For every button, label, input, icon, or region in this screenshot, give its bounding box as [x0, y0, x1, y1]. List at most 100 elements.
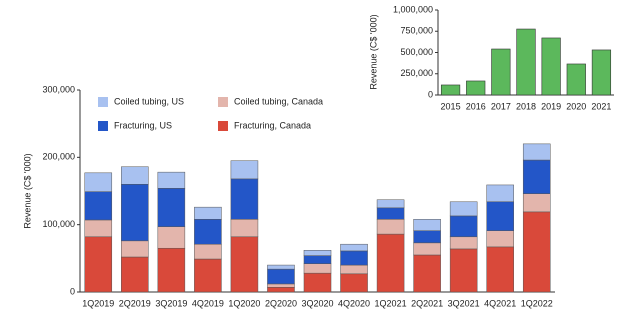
x-tick-label: 3Q2021 — [448, 298, 480, 308]
y-axis-label: Revenue (C$ '000) — [368, 14, 378, 89]
bar-segment — [340, 264, 368, 275]
bar-segment — [486, 201, 514, 231]
y-tick-label: 500,000 — [400, 47, 433, 57]
y-axis-label: Revenue (C$ '000) — [22, 153, 32, 228]
x-tick-label: 2Q2021 — [411, 298, 443, 308]
bar-segment — [449, 215, 478, 238]
legend-label: Fracturing, US — [114, 120, 172, 130]
legend-swatch — [218, 97, 228, 107]
bar — [591, 49, 612, 96]
bar-segment — [303, 263, 332, 274]
bar-segment — [230, 219, 259, 238]
bar-segment — [194, 243, 222, 260]
bar — [440, 84, 461, 96]
bar-segment — [376, 219, 405, 235]
bar-segment — [449, 236, 478, 250]
bar-segment — [376, 199, 405, 209]
bar-segment — [84, 219, 113, 238]
bar-segment — [121, 166, 149, 185]
bar-segment — [84, 236, 113, 293]
bar-segment — [303, 272, 332, 293]
x-tick-label: 1Q2021 — [375, 298, 407, 308]
bar-segment — [121, 256, 149, 293]
x-tick-label: 2015 — [441, 101, 461, 111]
x-tick-label: 2020 — [566, 101, 586, 111]
bar — [566, 63, 586, 96]
x-tick-label: 2Q2019 — [119, 298, 151, 308]
bar-segment — [522, 143, 551, 161]
bar-segment — [486, 184, 514, 203]
x-tick-label: 2016 — [466, 101, 486, 111]
x-tick-label: 1Q2022 — [521, 298, 553, 308]
bar-segment — [522, 159, 551, 194]
bar-segment — [376, 233, 405, 293]
bar-segment — [121, 240, 149, 258]
legend-label: Fracturing, Canada — [234, 120, 311, 130]
x-tick-label: 1Q2019 — [82, 298, 114, 308]
bar-segment — [230, 178, 259, 220]
bar-segment — [230, 236, 259, 293]
bar — [491, 48, 511, 96]
bar-segment — [303, 250, 332, 256]
bar-segment — [413, 242, 441, 256]
bar-segment — [413, 230, 441, 244]
bar-segment — [194, 206, 222, 220]
bar-segment — [84, 172, 113, 192]
legend-swatch — [218, 121, 228, 131]
bar-segment — [303, 255, 332, 264]
bar-segment — [413, 254, 441, 293]
bar-segment — [84, 191, 113, 221]
bar-segment — [194, 219, 222, 245]
bar-segment — [340, 273, 368, 293]
x-tick-label: 3Q2020 — [301, 298, 333, 308]
x-tick-label: 2021 — [591, 101, 611, 111]
x-tick-label: 3Q2019 — [155, 298, 187, 308]
y-tick-label: 0 — [428, 89, 433, 99]
bar-segment — [157, 247, 186, 293]
bar-segment — [449, 201, 478, 217]
y-tick-label: 1,000,000 — [393, 4, 433, 14]
bar-segment — [449, 248, 478, 293]
bar — [466, 80, 486, 96]
bar-segment — [486, 246, 514, 293]
bar-segment — [413, 219, 441, 231]
bar-segment — [267, 268, 295, 285]
bar-segment — [522, 193, 551, 213]
y-tick-label: 750,000 — [400, 26, 433, 36]
bar — [516, 28, 536, 96]
bar-segment — [486, 230, 514, 248]
x-tick-label: 2018 — [516, 101, 536, 111]
legend-swatch — [98, 121, 108, 131]
x-tick-label: 4Q2021 — [484, 298, 516, 308]
bar-segment — [230, 160, 259, 180]
bar-segment — [376, 207, 405, 220]
legend-label: Coiled tubing, US — [114, 96, 184, 106]
x-tick-label: 2Q2020 — [265, 298, 297, 308]
y-tick-label: 0 — [70, 286, 75, 296]
x-tick-label: 2017 — [491, 101, 511, 111]
bar-segment — [267, 287, 295, 293]
bar-segment — [522, 211, 551, 293]
x-tick-label: 1Q2020 — [228, 298, 260, 308]
bar-segment — [267, 264, 295, 270]
bar-segment — [194, 258, 222, 293]
y-tick-label: 250,000 — [400, 68, 433, 78]
x-tick-label: 4Q2020 — [338, 298, 370, 308]
y-tick-label: 200,000 — [42, 152, 75, 162]
y-tick-label: 100,000 — [42, 219, 75, 229]
bar-segment — [340, 250, 368, 266]
bar-segment — [340, 243, 368, 252]
bar-segment — [121, 184, 149, 242]
bar-segment — [157, 171, 186, 189]
x-tick-label: 2019 — [541, 101, 561, 111]
x-tick-label: 4Q2019 — [192, 298, 224, 308]
bar-segment — [267, 283, 295, 288]
legend-swatch — [98, 97, 108, 107]
y-tick-label: 300,000 — [42, 84, 75, 94]
bar — [541, 37, 561, 96]
bar-segment — [157, 188, 186, 227]
legend-label: Coiled tubing, Canada — [234, 96, 323, 106]
bar-segment — [157, 226, 186, 249]
